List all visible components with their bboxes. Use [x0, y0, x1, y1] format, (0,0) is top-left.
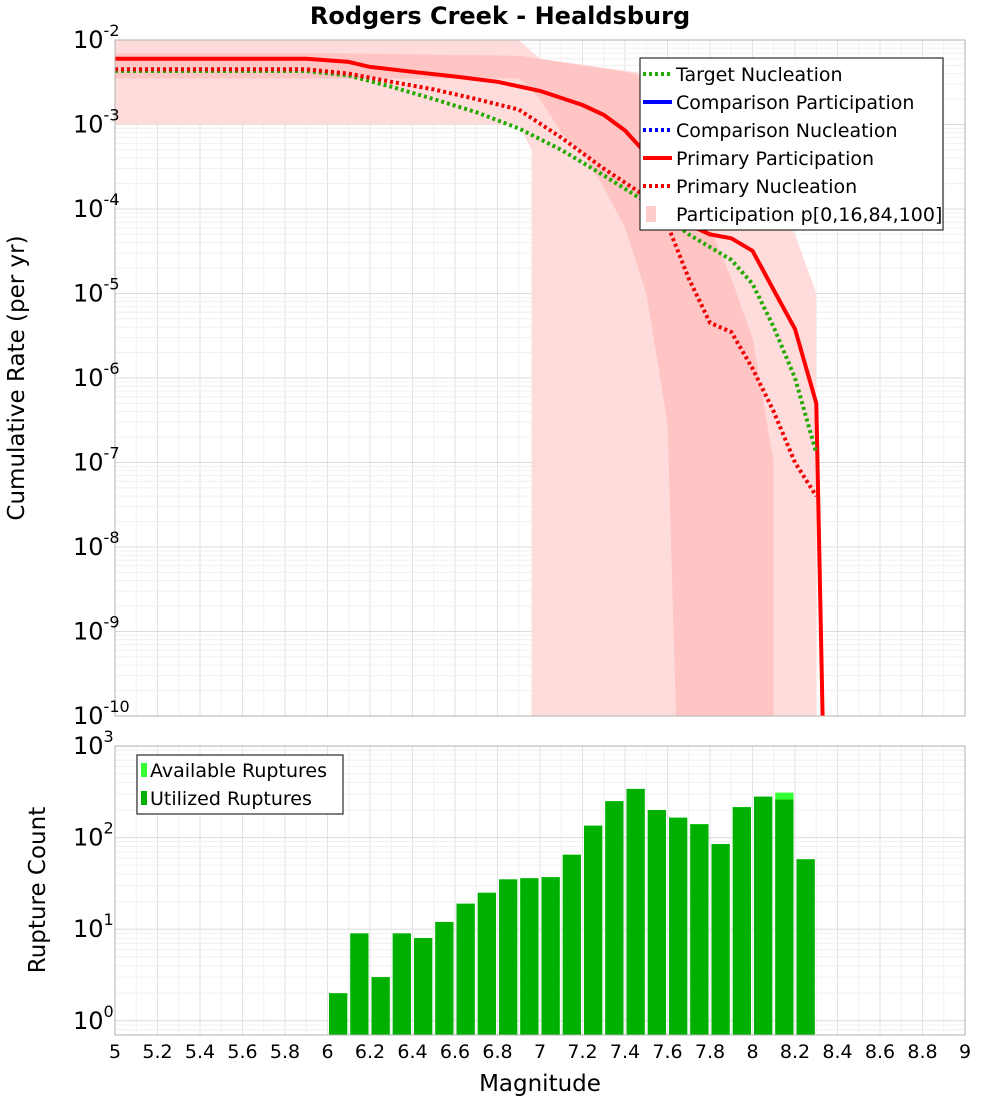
count-y-tick-label: 103 [73, 727, 114, 760]
count-y-tick-label: 101 [73, 910, 114, 943]
bar-utilized-ruptures [754, 796, 773, 1035]
count-plot-frame [114, 745, 966, 1036]
rate-y-tick-label: 10-5 [73, 275, 120, 308]
count-y-tick-label: 100 [73, 1002, 114, 1035]
rate-legend: Target Nucleation Comparison Participatio… [639, 57, 944, 231]
rate-y-ticks: 10-2 10-3 10-4 10-5 10-6 10-7 10-8 10-9 10-10 [73, 21, 130, 730]
count-y-ticks: 103 102 101 100 [73, 727, 114, 1035]
bar-utilized-ruptures [711, 844, 730, 1035]
x-tick-label: 6.4 [397, 1041, 427, 1063]
bar-utilized-ruptures [456, 903, 475, 1035]
rate-y-tick-label: 10-10 [73, 697, 130, 730]
bar-utilized-ruptures [796, 859, 815, 1035]
x-tick-label: 6.8 [482, 1041, 512, 1063]
count-legend-label: Utilized Ruptures [150, 788, 312, 810]
x-tick-label: 9 [959, 1041, 971, 1063]
count-bars [329, 788, 815, 1035]
rate-y-tick-label: 10-8 [73, 528, 120, 561]
bar-utilized-ruptures [626, 788, 645, 1035]
bar-utilized-ruptures [647, 810, 666, 1035]
rate-legend-label: Target Nucleation [675, 64, 843, 86]
rate-lines [115, 56, 825, 717]
rate-legend-box [639, 57, 944, 231]
bar-utilized-ruptures [605, 801, 624, 1035]
bar-utilized-ruptures [392, 933, 411, 1035]
rate-y-tick-label: 10-2 [73, 21, 120, 54]
x-axis-label: Magnitude [479, 1071, 601, 1097]
rate-legend-label: Primary Nucleation [676, 176, 857, 198]
bar-utilized-ruptures [435, 921, 454, 1035]
rate-y-tick-label: 10-6 [73, 359, 120, 392]
bar-utilized-ruptures [732, 807, 751, 1035]
x-tick-label: 8.4 [822, 1041, 852, 1063]
x-tick-label: 5 [109, 1041, 121, 1063]
rate-y-tick-label: 10-7 [73, 444, 120, 477]
chart-title: Rodgers Creek - Healdsburg [310, 2, 690, 30]
band-inner-p16-p84 [115, 53, 774, 717]
bar-utilized-ruptures [371, 977, 390, 1035]
bar-utilized-ruptures [499, 879, 518, 1035]
x-tick-label: 5.6 [227, 1041, 257, 1063]
bar-utilized-ruptures [775, 799, 794, 1035]
rate-legend-label: Participation p[0,16,84,100] [676, 204, 942, 226]
legend-swatch-bar [141, 763, 147, 777]
bar-utilized-ruptures [414, 938, 433, 1035]
x-tick-label: 8 [746, 1041, 758, 1063]
x-tick-label: 8.2 [780, 1041, 810, 1063]
x-tick-label: 7 [534, 1041, 546, 1063]
bar-utilized-ruptures [690, 824, 709, 1035]
rate-legend-label: Primary Participation [676, 148, 874, 170]
bar-utilized-ruptures [541, 877, 560, 1035]
x-tick-label: 8.6 [865, 1041, 895, 1063]
x-tick-label: 8.8 [907, 1041, 937, 1063]
x-tick-label: 6.2 [355, 1041, 385, 1063]
count-legend-label: Available Ruptures [150, 760, 327, 782]
count-y-tick-label: 102 [73, 819, 114, 852]
legend-swatch-bar [141, 791, 147, 805]
x-tick-label: 5.2 [142, 1041, 172, 1063]
bar-utilized-ruptures [350, 933, 369, 1035]
count-legend-box [136, 754, 344, 815]
rate-y-tick-label: 10-9 [73, 613, 120, 646]
rate-y-tick-label: 10-4 [73, 190, 120, 223]
bar-utilized-ruptures [562, 854, 581, 1035]
x-tick-label: 6 [321, 1041, 333, 1063]
x-tick-label: 7.4 [610, 1041, 640, 1063]
count-legend: Available Ruptures Utilized Ruptures [136, 754, 344, 815]
rate-legend-label: Comparison Participation [676, 92, 914, 114]
rate-panel: 10-2 10-3 10-4 10-5 10-6 10-7 10-8 10-9 10-10 Cu… [4, 21, 966, 730]
count-panel: 103 102 101 100 5 5.2 5.4 5.6 5.8 6 6.2 6.4 6.6 6.8 7… [25, 727, 971, 1097]
bar-utilized-ruptures [477, 892, 496, 1035]
bar-utilized-ruptures [584, 825, 603, 1035]
rate-plot-frame [114, 39, 966, 717]
rate-y-tick-label: 10-3 [73, 106, 120, 139]
rate-legend-label: Comparison Nucleation [676, 120, 898, 142]
x-tick-label: 5.8 [270, 1041, 300, 1063]
bar-utilized-ruptures [520, 878, 539, 1035]
rate-y-axis-label: Cumulative Rate (per yr) [4, 235, 30, 520]
x-tick-label: 6.6 [440, 1041, 470, 1063]
x-tick-label: 7.2 [567, 1041, 597, 1063]
x-tick-label: 5.4 [185, 1041, 215, 1063]
count-y-axis-label: Rupture Count [25, 807, 51, 973]
bar-utilized-ruptures [329, 993, 348, 1035]
series-line-primary-participation [115, 56, 825, 717]
legend-swatch-band [646, 206, 656, 222]
series-line-primary-nucleation [115, 67, 818, 498]
bar-utilized-ruptures [669, 817, 688, 1035]
x-tick-label: 7.6 [652, 1041, 682, 1063]
magnitude-x-ticks: 5 5.2 5.4 5.6 5.8 6 6.2 6.4 6.6 6.8 7 7.2 7.4 7.6 7.8 8… [109, 1041, 971, 1063]
x-tick-label: 7.8 [695, 1041, 725, 1063]
